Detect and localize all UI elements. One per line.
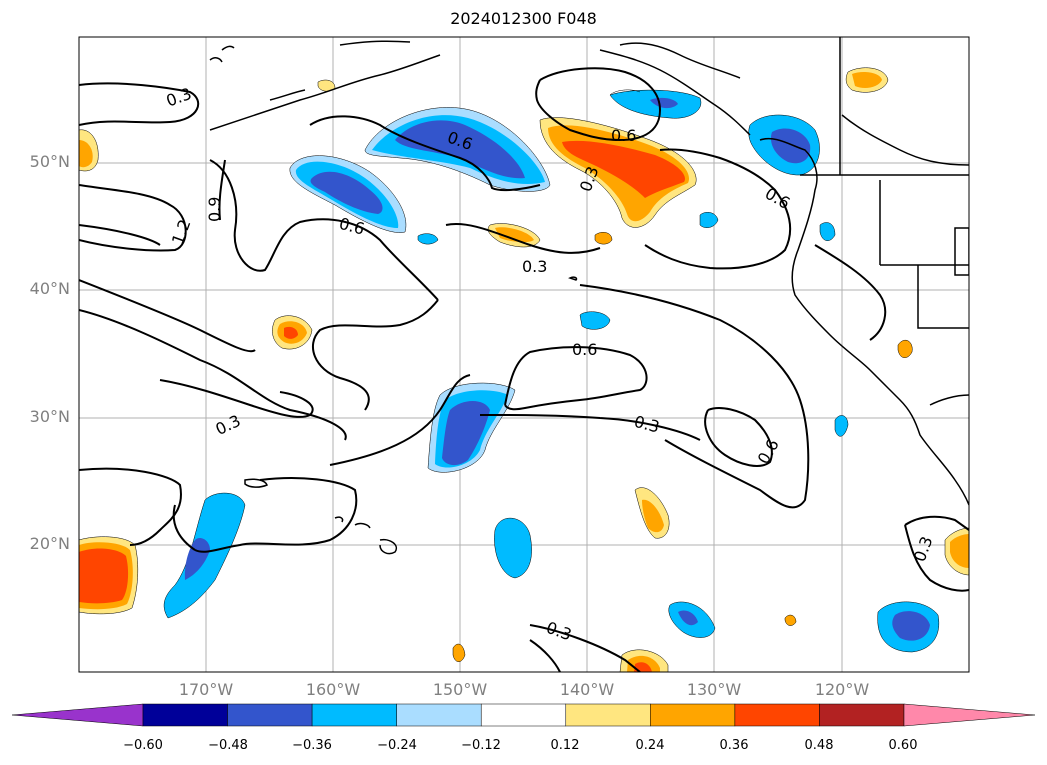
lat-label-30n: 30°N bbox=[29, 407, 70, 426]
lon-label-120w: 120°W bbox=[814, 680, 870, 699]
map-title: 2024012300 F048 bbox=[450, 9, 597, 28]
contour-label: 1.2 bbox=[168, 217, 195, 247]
contour-lines bbox=[79, 67, 969, 672]
colorbar bbox=[11, 703, 1036, 727]
contour-label: 0.6 bbox=[762, 184, 794, 213]
colorbar-tick-label: −0.48 bbox=[208, 738, 248, 753]
colorbar-tick-label: 0.60 bbox=[888, 738, 918, 753]
colorbar-tick-label: 0.24 bbox=[635, 738, 665, 753]
colorbar-tick-label: −0.24 bbox=[377, 738, 417, 753]
contour-label: 0.3 bbox=[544, 618, 574, 645]
lon-label-130w: 130°W bbox=[686, 680, 742, 699]
negative-anomaly-patches bbox=[163, 89, 940, 653]
contour-label: 0.3 bbox=[910, 534, 937, 564]
colorbar-extend-max bbox=[903, 703, 1036, 727]
colorbar-tick-label: −0.12 bbox=[461, 738, 501, 753]
lat-label-50n: 50°N bbox=[29, 152, 70, 171]
colorbar-tick-label: 0.36 bbox=[719, 738, 749, 753]
colorbar-tick-label: 0.12 bbox=[550, 738, 580, 753]
contour-label: 0.9 bbox=[205, 197, 224, 222]
plot-frame bbox=[78, 36, 970, 673]
lon-label-150w: 150°W bbox=[432, 680, 488, 699]
positive-anomaly-patches bbox=[79, 67, 969, 672]
lon-label-170w: 170°W bbox=[178, 680, 234, 699]
colorbar-tick-label: −0.60 bbox=[123, 738, 163, 753]
map-content bbox=[79, 37, 969, 672]
coastlines bbox=[209, 37, 969, 555]
contour-label: 0.3 bbox=[164, 84, 194, 111]
colorbar-tick-label: −0.36 bbox=[292, 738, 332, 753]
contour-label: 0.6 bbox=[754, 436, 783, 468]
colorbar-tick-label: 0.48 bbox=[804, 738, 834, 753]
lon-label-140w: 140°W bbox=[559, 680, 615, 699]
contour-label: 0.6 bbox=[572, 340, 597, 359]
contour-label: 0.6 bbox=[611, 126, 636, 145]
contour-label: 0.3 bbox=[522, 257, 547, 276]
lat-label-20n: 20°N bbox=[29, 534, 70, 553]
lon-label-160w: 160°W bbox=[305, 680, 361, 699]
contour-label: 0.3 bbox=[213, 411, 244, 439]
blue-patch-sc bbox=[494, 517, 532, 579]
contour-label: 0.3 bbox=[632, 412, 662, 437]
contour-label: 0.3 bbox=[576, 164, 603, 194]
lat-label-40n: 40°N bbox=[29, 279, 70, 298]
contour-label: 0.6 bbox=[445, 127, 475, 154]
contour-label: 0.6 bbox=[337, 214, 367, 239]
